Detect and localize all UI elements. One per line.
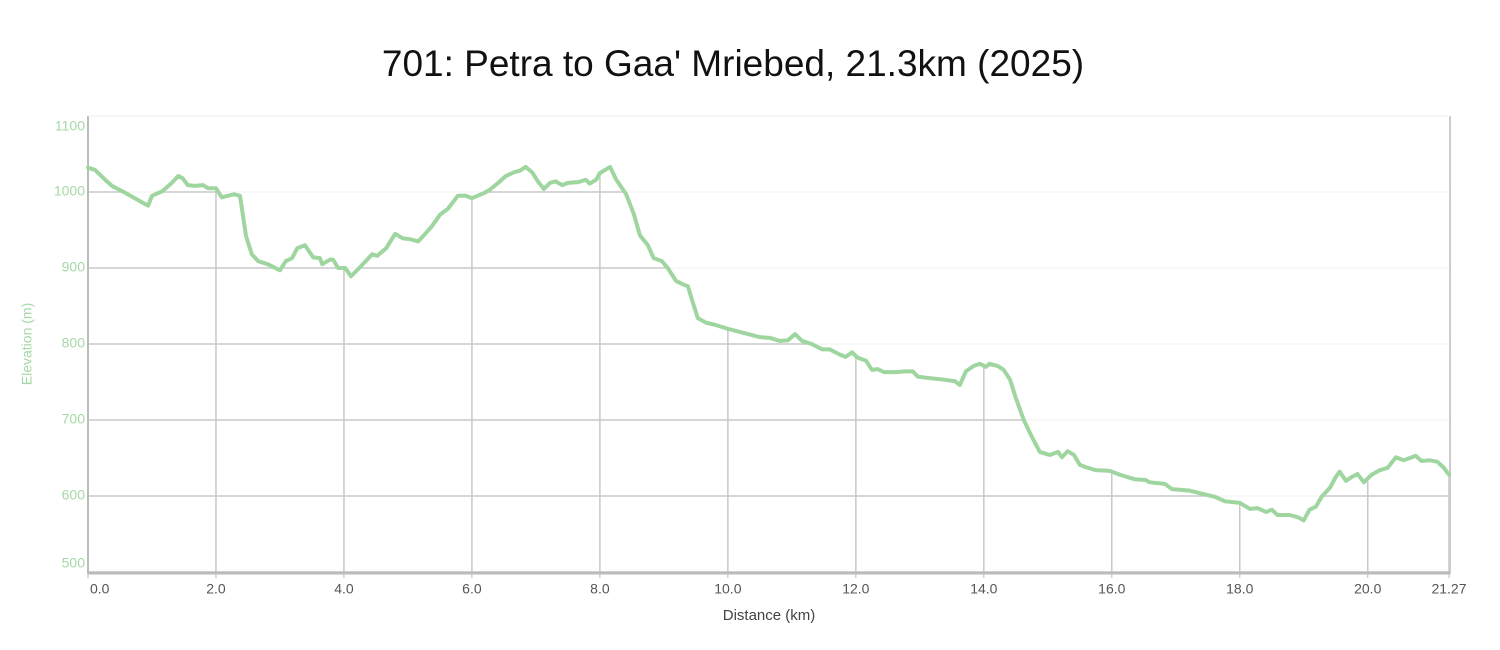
- x-tick-label: 10.0: [714, 581, 741, 597]
- y-tick-label: 700: [62, 411, 86, 427]
- y-tick-label: 800: [62, 335, 86, 351]
- elevation-line: [86, 164, 1451, 523]
- y-tick-label: 1100: [55, 118, 85, 134]
- marks: [86, 164, 1451, 578]
- y-tick-label: 600: [62, 487, 86, 503]
- y-tick-label: 500: [62, 555, 86, 571]
- x-tick-label: 21.27: [1431, 581, 1466, 597]
- x-tick-label: 2.0: [206, 581, 226, 597]
- x-tick-label: 18.0: [1226, 581, 1253, 597]
- chart-title: 701: Petra to Gaa' Mriebed, 21.3km (2025…: [382, 43, 1084, 84]
- x-tick-label: 0.0: [90, 581, 110, 597]
- x-tick-label: 14.0: [970, 581, 997, 597]
- x-tick-label: 8.0: [590, 581, 610, 597]
- labels: 500 600 700 800 900 1000 1100 0.0 2.0 4.0 6.0 8.0 10…: [54, 118, 1467, 597]
- x-tick-label: 6.0: [462, 581, 482, 597]
- x-tick-label: 20.0: [1354, 581, 1381, 597]
- y-tick-label: 1000: [54, 183, 85, 199]
- frame: [87, 115, 1451, 575]
- y-axis-title: Elevation (m): [19, 303, 35, 385]
- x-tick-label: 12.0: [842, 581, 869, 597]
- x-axis-title: Distance (km): [723, 607, 816, 624]
- x-tick-label: 16.0: [1098, 581, 1125, 597]
- x-tick-label: 4.0: [334, 581, 354, 597]
- y-tick-label: 900: [62, 259, 86, 275]
